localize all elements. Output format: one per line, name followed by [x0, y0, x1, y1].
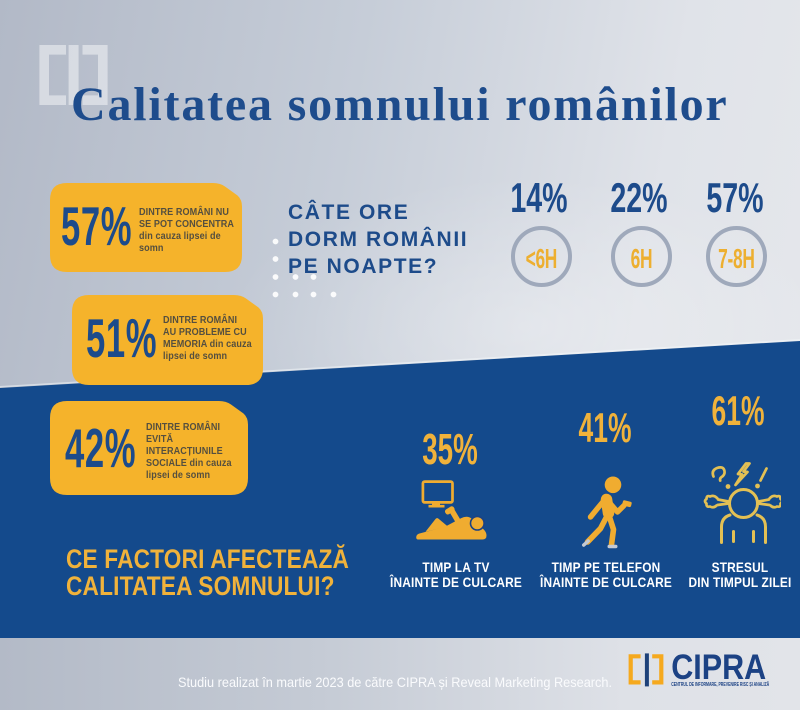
svg-text:CENTRUL DE INFORMARE, PREVENIR: CENTRUL DE INFORMARE, PREVENIRE RISC ȘI … — [671, 681, 769, 688]
svg-text:CIPRA: CIPRA — [671, 652, 766, 687]
